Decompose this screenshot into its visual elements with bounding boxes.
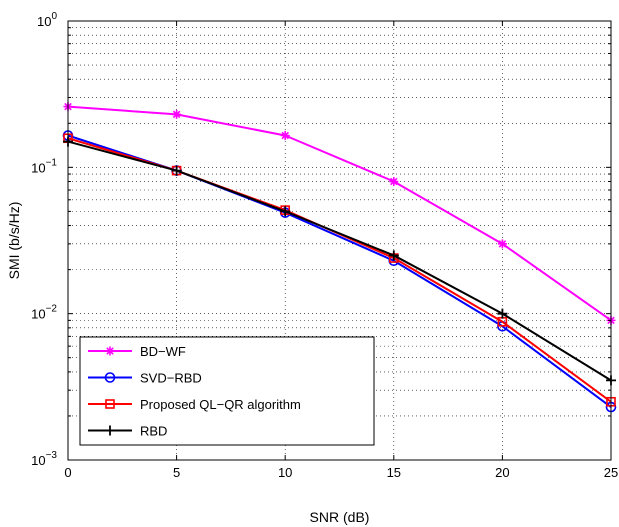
data-point xyxy=(497,308,508,319)
legend-label: Proposed QL−QR algorithm xyxy=(140,397,301,412)
series-line xyxy=(67,140,612,382)
x-tick-label: 20 xyxy=(495,465,509,480)
series-line xyxy=(67,105,612,322)
data-point xyxy=(388,250,399,261)
data-point xyxy=(497,239,507,249)
grid xyxy=(68,21,611,460)
legend-label: RBD xyxy=(140,424,167,439)
y-axis-label: SMI (b/s/Hz) xyxy=(6,202,22,280)
data-point xyxy=(104,372,116,383)
y-tick-label: 10−1 xyxy=(31,157,57,175)
legend-label: SVD−RBD xyxy=(140,371,202,386)
x-tick-label: 25 xyxy=(604,465,618,480)
legend-item: BD−WF xyxy=(88,344,186,359)
legend: BD−WF SVD−RBD Proposed QL−QR algorithm RBD xyxy=(79,336,375,446)
x-axis-label: SNR (dB) xyxy=(310,509,370,525)
data-point xyxy=(105,346,115,356)
legend-box xyxy=(79,336,375,446)
y-tick-label: 10−3 xyxy=(31,450,57,468)
data-point xyxy=(389,177,399,187)
legend-item: RBD xyxy=(88,424,167,439)
x-tick-label: 15 xyxy=(387,465,401,480)
plot-frame xyxy=(67,20,612,461)
x-tick-label: 5 xyxy=(173,465,180,480)
data-point xyxy=(280,131,290,141)
data-point xyxy=(105,425,115,436)
legend-item: Proposed QL−QR algorithm xyxy=(88,397,301,412)
legend-item: SVD−RBD xyxy=(88,371,202,386)
axis-ticks: 0 5 10 15 20 25 10−3 10−2 10−1 100 xyxy=(31,11,618,480)
legend-label: BD−WF xyxy=(140,344,186,359)
y-tick-label: 10−2 xyxy=(31,304,57,322)
x-tick-label: 0 xyxy=(64,465,71,480)
data-point xyxy=(171,165,182,176)
data-point xyxy=(105,399,115,409)
data-point xyxy=(280,206,291,217)
x-tick-label: 10 xyxy=(278,465,292,480)
y-tick-label: 100 xyxy=(37,11,57,29)
data-point xyxy=(172,109,182,119)
